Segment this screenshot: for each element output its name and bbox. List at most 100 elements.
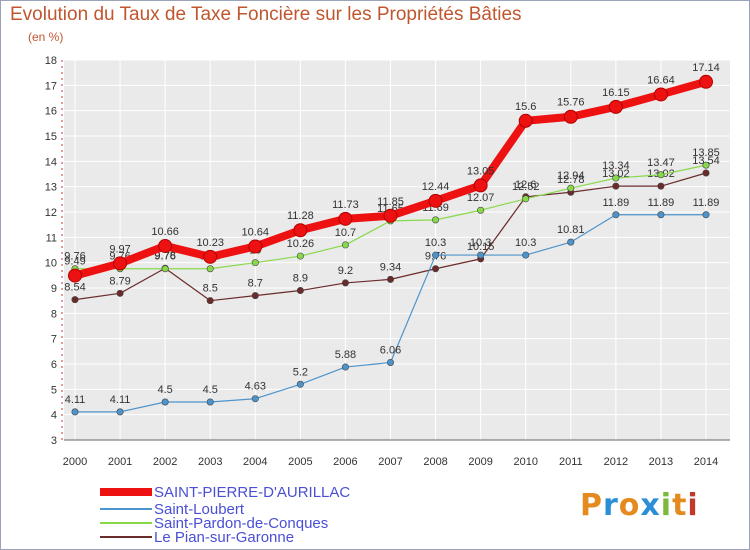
data-point-saint-pardon-de-conques-2011 xyxy=(567,184,575,192)
data-point-saint-loubert-2000 xyxy=(71,408,79,416)
legend-swatch-saint-pardon-de-conques xyxy=(100,522,152,524)
data-point-saint-pardon-de-conques-2006 xyxy=(341,241,349,249)
data-label-le-pian-sur-garonne-2014: 13.54 xyxy=(692,155,720,167)
data-point-saint-loubert-2008 xyxy=(432,251,440,259)
data-label-le-pian-sur-garonne-2009: 10.15 xyxy=(467,241,495,253)
logo-letter: r xyxy=(603,488,619,523)
data-point-saint-pardon-de-conques-2010 xyxy=(522,195,530,203)
chart-plot: 3 4 5 6 7 8 9 10 11 12 13 14 15 16 17 18 2000 2001 2002 200… xyxy=(45,55,730,468)
chart-title: Evolution du Taux de Taxe Foncière sur l… xyxy=(10,4,522,25)
data-point-saint-pardon-de-conques-2013 xyxy=(657,171,665,179)
x-tick-label-2003: 2003 xyxy=(198,456,222,468)
data-point-saint-pardon-de-conques-2012 xyxy=(612,174,620,182)
data-label-saint-loubert-2013: 11.89 xyxy=(648,197,675,209)
data-point-saint-loubert-2005 xyxy=(296,380,304,388)
data-point-saint-pardon-de-conques-2004 xyxy=(251,259,259,267)
data-label-saint-pierre-d-aurillac-2000: 9.49 xyxy=(64,256,85,268)
data-label-le-pian-sur-garonne-2010: 12.6 xyxy=(515,179,536,191)
data-label-saint-pardon-de-conques-2010: 12.52 xyxy=(512,181,540,193)
legend-label-saint-pardon-de-conques: Saint-Pardon-de-Conques xyxy=(154,514,329,532)
y-tick-label-17: 17 xyxy=(45,80,57,92)
data-label-saint-pierre-d-aurillac-2005: 11.28 xyxy=(287,210,314,222)
data-point-saint-loubert-2002 xyxy=(161,398,169,406)
data-point-saint-loubert-2014 xyxy=(702,211,710,219)
y-tick-label-14: 14 xyxy=(45,156,57,168)
x-tick-label-2010: 2010 xyxy=(513,456,537,468)
y-tick-label-12: 12 xyxy=(45,207,57,219)
x-tick-label-2007: 2007 xyxy=(378,456,402,468)
logo-letter: x xyxy=(640,488,661,523)
data-point-saint-pierre-d-aurillac-2013 xyxy=(653,87,668,102)
legend-item-le-pian-sur-garonne: Le Pian-sur-Garonne xyxy=(100,528,295,546)
data-point-saint-pierre-d-aurillac-2005 xyxy=(293,223,308,238)
data-label-saint-loubert-2000: 4.11 xyxy=(65,394,86,406)
data-point-saint-loubert-2001 xyxy=(116,408,124,416)
data-point-saint-pierre-d-aurillac-2000 xyxy=(68,268,82,283)
data-label-saint-loubert-2011: 10.81 xyxy=(557,224,585,236)
x-tick-label-2013: 2013 xyxy=(649,456,673,468)
data-label-saint-pierre-d-aurillac-2013: 16.64 xyxy=(647,74,675,86)
x-tick-label-2011: 2011 xyxy=(559,456,583,468)
y-tick-label-3: 3 xyxy=(51,435,57,447)
data-point-le-pian-sur-garonne-2014 xyxy=(702,169,710,177)
y-tick-label-10: 10 xyxy=(45,258,57,270)
data-label-saint-pardon-de-conques-2009: 12.07 xyxy=(467,192,495,204)
y-tick-label-4: 4 xyxy=(51,410,57,422)
x-tick-label-2006: 2006 xyxy=(333,456,357,468)
data-label-saint-pardon-de-conques-2011: 12.94 xyxy=(557,170,585,182)
data-label-saint-pierre-d-aurillac-2006: 11.73 xyxy=(332,199,359,211)
data-label-saint-pierre-d-aurillac-2007: 11.85 xyxy=(377,196,404,208)
x-tick-label-2012: 2012 xyxy=(604,456,628,468)
data-label-le-pian-sur-garonne-2003: 8.5 xyxy=(203,283,218,295)
data-point-saint-pierre-d-aurillac-2010 xyxy=(518,113,533,128)
data-point-le-pian-sur-garonne-2012 xyxy=(612,182,620,190)
data-point-saint-loubert-2011 xyxy=(567,238,575,246)
data-label-saint-loubert-2005: 5.2 xyxy=(293,366,308,378)
logo-letter: t xyxy=(672,488,688,523)
y-tick-label-6: 6 xyxy=(51,359,57,371)
legend-item-saint-loubert: Saint-Loubert xyxy=(100,501,244,518)
data-point-saint-pierre-d-aurillac-2007 xyxy=(383,208,398,223)
data-label-saint-loubert-2010: 10.3 xyxy=(515,237,536,249)
data-point-saint-pierre-d-aurillac-2006 xyxy=(338,211,353,226)
legend-swatch-saint-loubert xyxy=(100,508,152,510)
data-point-saint-pierre-d-aurillac-2008 xyxy=(428,193,443,208)
x-tick-label-2002: 2002 xyxy=(153,456,177,468)
data-label-le-pian-sur-garonne-2006: 9.2 xyxy=(338,265,353,277)
data-label-le-pian-sur-garonne-2011: 12.78 xyxy=(557,174,585,186)
y-tick-label-18: 18 xyxy=(45,55,57,67)
data-label-saint-pierre-d-aurillac-2010: 15.6 xyxy=(515,101,536,113)
data-point-le-pian-sur-garonne-2005 xyxy=(296,287,304,295)
y-tick-label-13: 13 xyxy=(45,182,57,194)
data-label-saint-loubert-2003: 4.5 xyxy=(203,384,218,396)
data-label-saint-pardon-de-conques-2002: 9.76 xyxy=(154,251,175,263)
data-label-saint-loubert-2008: 10.3 xyxy=(425,237,446,249)
data-point-saint-loubert-2009 xyxy=(477,251,485,259)
data-label-le-pian-sur-garonne-2007: 9.34 xyxy=(380,261,401,273)
y-tick-label-5: 5 xyxy=(51,384,57,396)
data-label-saint-loubert-2012: 11.89 xyxy=(602,197,629,209)
data-point-le-pian-sur-garonne-2000 xyxy=(71,296,79,304)
y-tick-label-11: 11 xyxy=(46,232,57,244)
data-label-saint-pardon-de-conques-2013: 13.47 xyxy=(647,157,675,169)
data-point-saint-pardon-de-conques-2014 xyxy=(702,161,710,169)
data-point-saint-pardon-de-conques-2009 xyxy=(477,206,485,214)
data-point-saint-pierre-d-aurillac-2009 xyxy=(473,178,488,193)
data-point-le-pian-sur-garonne-2008 xyxy=(432,265,440,273)
data-label-le-pian-sur-garonne-2002: 9.78 xyxy=(154,250,175,262)
data-point-saint-pardon-de-conques-2003 xyxy=(206,265,214,273)
data-point-saint-pierre-d-aurillac-2003 xyxy=(203,249,218,264)
data-point-saint-loubert-2006 xyxy=(341,363,349,371)
data-label-saint-pardon-de-conques-2014: 13.85 xyxy=(692,147,720,159)
data-point-saint-pierre-d-aurillac-2001 xyxy=(113,256,128,271)
data-point-le-pian-sur-garonne-2001 xyxy=(116,289,124,297)
data-label-saint-pardon-de-conques-2006: 10.7 xyxy=(335,227,356,239)
data-label-saint-pierre-d-aurillac-2003: 10.23 xyxy=(196,237,224,249)
data-point-saint-pierre-d-aurillac-2002 xyxy=(158,238,173,253)
legend-swatch-saint-pierre-d-aurillac xyxy=(100,488,152,496)
legend-label-saint-pierre-d-aurillac: SAINT-PIERRE-D'AURILLAC xyxy=(154,483,351,501)
data-label-saint-pierre-d-aurillac-2001: 9.97 xyxy=(109,243,130,255)
legend-label-le-pian-sur-garonne: Le Pian-sur-Garonne xyxy=(154,528,295,546)
data-label-saint-pardon-de-conques-2000: 9.76 xyxy=(64,251,85,263)
data-point-le-pian-sur-garonne-2013 xyxy=(657,182,665,190)
